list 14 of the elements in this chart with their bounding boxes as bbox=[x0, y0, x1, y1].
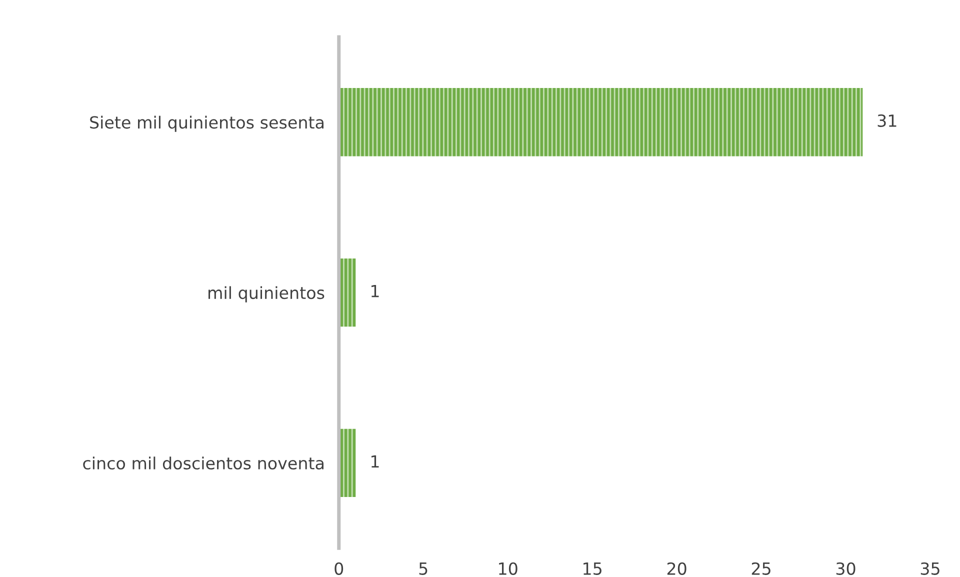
x-tick-label: 30 bbox=[836, 562, 856, 575]
y-tick-label: Siete mil quinientos sesenta bbox=[90, 116, 324, 132]
x-tick-label: 5 bbox=[419, 562, 428, 575]
y-tick-label: cinco mil doscientos noventa bbox=[83, 456, 324, 470]
data-label: 31 bbox=[878, 114, 896, 127]
x-tick-label: 25 bbox=[752, 562, 770, 575]
x-tick-label: 10 bbox=[499, 562, 518, 575]
y-tick-label: mil quinientos bbox=[208, 286, 324, 302]
x-tick-label: 15 bbox=[584, 562, 602, 575]
x-tick-label: 20 bbox=[667, 562, 686, 575]
data-label: 1 bbox=[371, 455, 379, 468]
x-tick-label: 0 bbox=[334, 562, 344, 575]
data-label: 1 bbox=[371, 284, 379, 298]
x-tick-label: 35 bbox=[920, 562, 940, 575]
